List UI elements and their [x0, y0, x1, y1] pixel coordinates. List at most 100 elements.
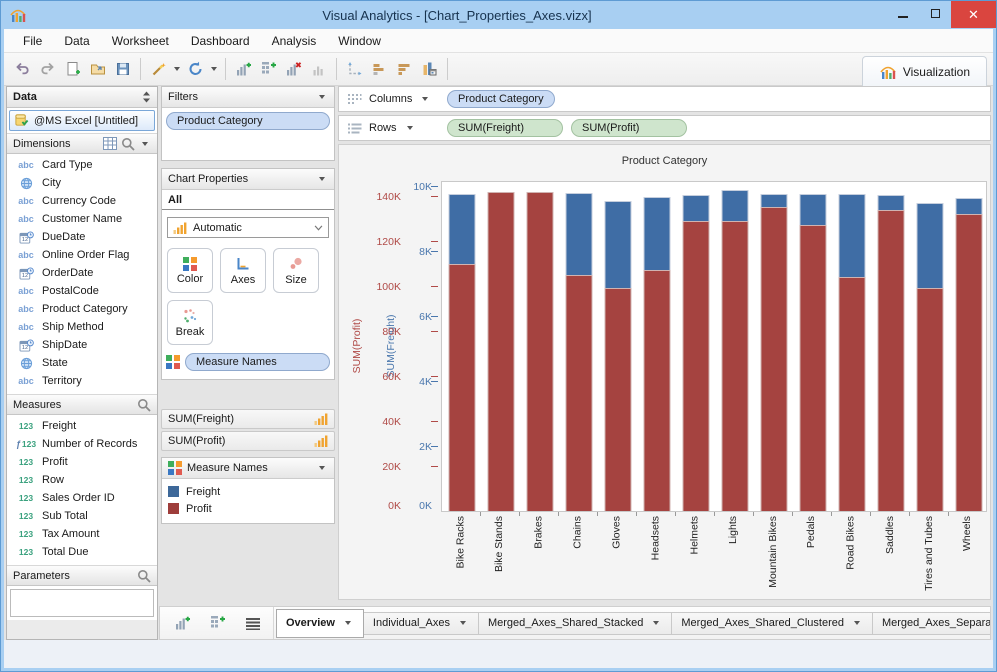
menu-data[interactable]: Data: [64, 33, 90, 48]
refresh-button[interactable]: [183, 57, 208, 82]
shelf-pill-sum-freight-[interactable]: SUM(Freight): [447, 119, 563, 137]
menu-dashboard[interactable]: Dashboard: [190, 33, 250, 48]
x-axis-label-tires-and-tubes[interactable]: Tires and Tubes: [922, 516, 935, 591]
menu-window[interactable]: Window: [338, 33, 381, 48]
save-button[interactable]: [110, 57, 135, 82]
search-icon[interactable]: [137, 569, 151, 583]
bar-profit-mountain-bikes[interactable]: [760, 207, 787, 511]
color-button[interactable]: Color: [167, 248, 213, 293]
chevron-down-icon[interactable]: [653, 621, 660, 625]
bar-profit-gloves[interactable]: [604, 288, 631, 511]
chevron-down-icon[interactable]: [211, 67, 217, 71]
bar-profit-pedals[interactable]: [799, 225, 826, 511]
dimension-item-online-order-flag[interactable]: abc Online Order Flag: [7, 246, 157, 264]
legend-header[interactable]: Measure Names: [162, 458, 334, 479]
size-button[interactable]: Size: [273, 248, 319, 293]
dimension-item-ship-method[interactable]: abc Ship Method: [7, 318, 157, 336]
undo-button[interactable]: [10, 57, 35, 82]
sort-bars-button[interactable]: [367, 57, 392, 82]
x-axis-label-gloves[interactable]: Gloves: [610, 516, 623, 549]
shelf-pill-product-category[interactable]: Product Category: [447, 90, 555, 108]
dimension-item-territory[interactable]: abc Territory: [7, 372, 157, 390]
bar-profit-bike-racks[interactable]: [448, 263, 475, 511]
bar-profit-brakes[interactable]: [526, 191, 553, 511]
swap-axes-button[interactable]: [342, 57, 367, 82]
sort-bars-desc-button[interactable]: [392, 57, 417, 82]
chart-type-select[interactable]: Automatic: [167, 217, 329, 238]
data-source-item[interactable]: @MS Excel [Untitled]: [9, 110, 155, 131]
aggregate-row-sum-profit-[interactable]: SUM(Profit): [161, 431, 335, 451]
dimension-item-card-type[interactable]: abc Card Type: [7, 156, 157, 174]
break-button[interactable]: Break: [167, 300, 213, 345]
minimize-button[interactable]: [887, 1, 919, 25]
bar-profit-chains[interactable]: [565, 274, 592, 511]
measure-item-profit[interactable]: 123 Profit: [7, 453, 157, 471]
visualization-tab[interactable]: Visualization: [861, 56, 987, 86]
table-view-icon[interactable]: [103, 137, 117, 150]
dimension-item-customer-name[interactable]: abc Customer Name: [7, 210, 157, 228]
aggregate-row-sum-freight-[interactable]: SUM(Freight): [161, 409, 335, 429]
open-folder-button[interactable]: [85, 57, 110, 82]
measure-item-total-due[interactable]: 123 Total Due: [7, 543, 157, 561]
x-axis-label-chains[interactable]: Chains: [571, 516, 584, 549]
collapse-icon[interactable]: [319, 177, 325, 181]
legend-entry-profit[interactable]: Profit: [168, 500, 328, 517]
dimension-item-orderdate[interactable]: 12 OrderDate: [7, 264, 157, 282]
new-document-button[interactable]: [60, 57, 85, 82]
chevron-down-icon[interactable]: [853, 621, 860, 625]
axes-button[interactable]: Axes: [220, 248, 266, 293]
bar-profit-headsets[interactable]: [643, 270, 670, 511]
collapse-icon[interactable]: [319, 95, 325, 99]
menu-worksheet[interactable]: Worksheet: [111, 33, 169, 48]
shelf-pill-sum-profit-[interactable]: SUM(Profit): [571, 119, 687, 137]
x-axis-label-saddles[interactable]: Saddles: [883, 516, 896, 554]
dimension-item-currency-code[interactable]: abc Currency Code: [7, 192, 157, 210]
tab-individual-axes[interactable]: Individual_Axes: [363, 611, 479, 635]
bar-profit-bike-stands[interactable]: [487, 191, 514, 511]
format-wand-button[interactable]: [146, 57, 171, 82]
measure-item-freight[interactable]: 123 Freight: [7, 417, 157, 435]
dimension-item-city[interactable]: City: [7, 174, 157, 192]
bar-profit-tires-and-tubes[interactable]: [916, 288, 943, 511]
bar-profit-road-bikes[interactable]: [838, 277, 865, 511]
collapse-icon[interactable]: [319, 466, 325, 470]
add-chart-button[interactable]: [170, 611, 195, 636]
measure-item-tax-amount[interactable]: 123 Tax Amount: [7, 525, 157, 543]
chart-disabled-button[interactable]: [306, 57, 331, 82]
tab-merged-axes-separate[interactable]: Merged_Axes_Separate: [872, 611, 990, 635]
legend-entry-freight[interactable]: Freight: [168, 483, 328, 500]
columns-shelf-label[interactable]: Columns: [347, 93, 447, 106]
dimension-item-shipdate[interactable]: 12 ShipDate: [7, 336, 157, 354]
dimension-item-postalcode[interactable]: abc PostalCode: [7, 282, 157, 300]
bar-profit-wheels[interactable]: [955, 214, 982, 511]
tab-merged-axes-shared-stacked[interactable]: Merged_Axes_Shared_Stacked: [478, 611, 673, 635]
add-chart-button[interactable]: [231, 57, 256, 82]
tab-merged-axes-shared-clustered[interactable]: Merged_Axes_Shared_Clustered: [672, 611, 873, 635]
chevron-down-icon[interactable]: [459, 621, 466, 625]
rows-shelf-label[interactable]: Rows: [347, 122, 447, 135]
x-axis-label-helmets[interactable]: Helmets: [688, 516, 701, 555]
bar-profit-lights[interactable]: [721, 220, 748, 511]
dimension-item-product-category[interactable]: abc Product Category: [7, 300, 157, 318]
measure-item-sub-total[interactable]: 123 Sub Total: [7, 507, 157, 525]
dimension-item-duedate[interactable]: 12 DueDate: [7, 228, 157, 246]
color-binding-pill[interactable]: Measure Names: [185, 353, 330, 371]
chevron-down-icon[interactable]: [174, 67, 180, 71]
x-axis-label-brakes[interactable]: Brakes: [532, 516, 545, 549]
bar-profit-helmets[interactable]: [682, 220, 709, 511]
x-axis-label-road-bikes[interactable]: Road Bikes: [844, 516, 857, 570]
tab-list-button[interactable]: [240, 611, 265, 636]
sort-updown-icon[interactable]: [142, 91, 151, 103]
menu-file[interactable]: File: [23, 33, 43, 48]
x-axis-label-bike-stands[interactable]: Bike Stands: [493, 516, 506, 573]
chevron-down-icon[interactable]: [344, 621, 351, 625]
filters-box-header[interactable]: Filters: [162, 87, 334, 108]
x-axis-label-pedals[interactable]: Pedals: [805, 516, 818, 549]
close-button[interactable]: ✕: [951, 1, 996, 28]
x-axis-label-lights[interactable]: Lights: [727, 516, 740, 545]
filter-pill-product-category[interactable]: Product Category: [166, 112, 330, 130]
measure-item-row[interactable]: 123 Row: [7, 471, 157, 489]
remove-chart-button[interactable]: [281, 57, 306, 82]
bar-profit-saddles[interactable]: [877, 209, 904, 511]
add-crosstab-button[interactable]: [256, 57, 281, 82]
